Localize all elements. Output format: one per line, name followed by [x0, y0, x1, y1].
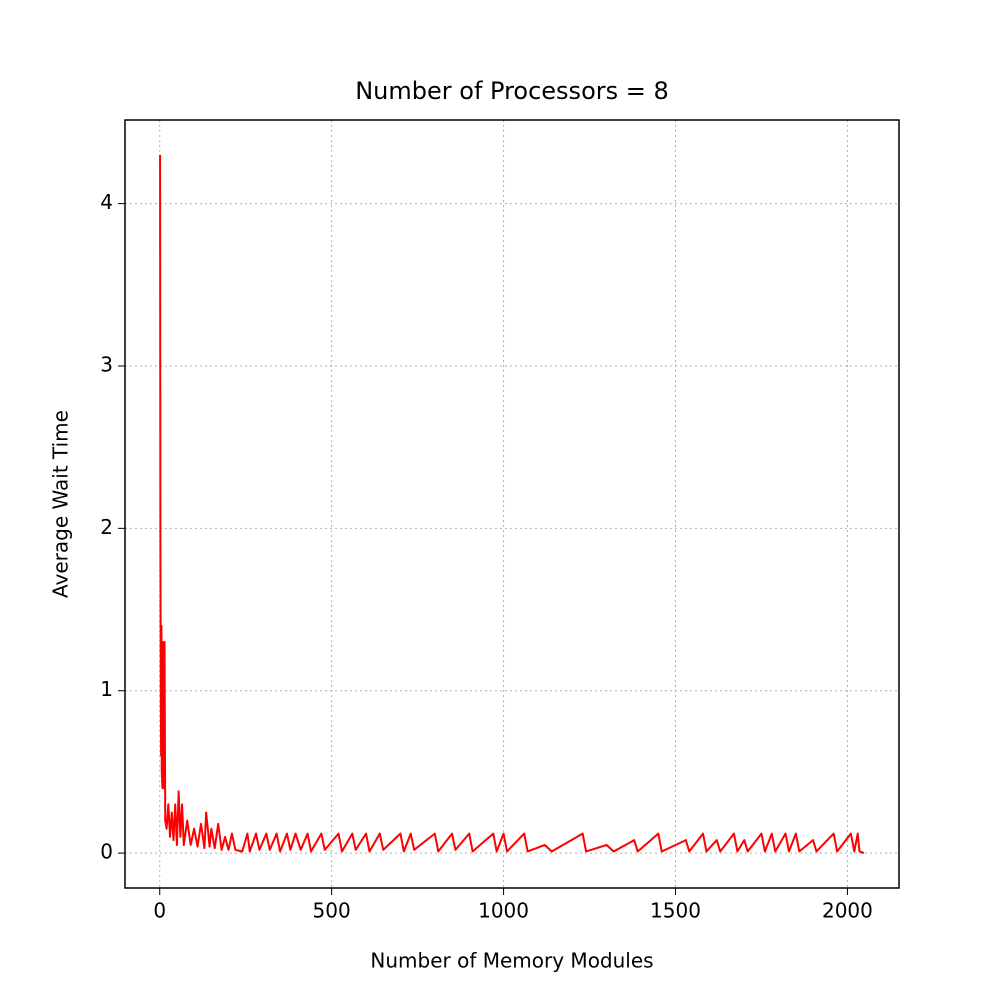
x-tick-label: 2000 [822, 899, 873, 923]
y-tick-label: 4 [100, 190, 113, 214]
chart-title: Number of Processors = 8 [355, 77, 669, 105]
plot-frame [124, 119, 900, 889]
x-tick-label: 1000 [478, 899, 529, 923]
y-axis-label: Average Wait Time [49, 410, 73, 598]
y-tick-label: 3 [100, 352, 113, 376]
data-line [159, 154, 865, 855]
x-tick-label: 1500 [650, 899, 701, 923]
x-tick-label: 500 [313, 899, 351, 923]
y-tick-label: 2 [100, 515, 113, 539]
x-axis-label: Number of Memory Modules [370, 949, 653, 973]
y-tick-label: 1 [100, 677, 113, 701]
y-tick-label: 0 [100, 840, 113, 864]
x-tick-label: 0 [153, 899, 166, 923]
